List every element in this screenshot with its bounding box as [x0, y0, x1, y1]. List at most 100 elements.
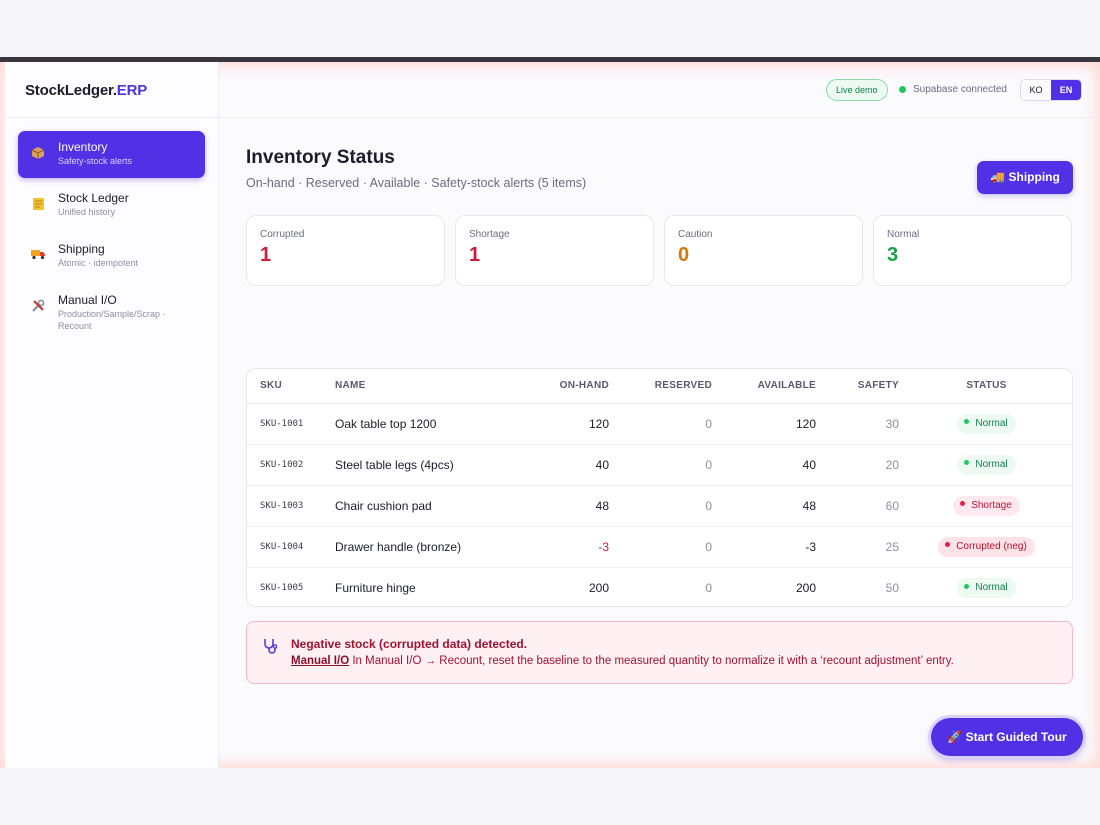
- app-window: StockLedger.ERP Inventory Safety-stock al…: [0, 62, 1100, 768]
- alert-body: Manual I/O In Manual I/O → Recount, rese…: [291, 655, 954, 667]
- sidebar-item-label: Shipping: [58, 242, 105, 256]
- cell-reserved: 0: [609, 403, 712, 445]
- status-badge: Normal: [957, 454, 1016, 475]
- cell-on-hand: -3: [530, 526, 609, 568]
- alert-title: Negative stock (corrupted data) detected…: [291, 637, 528, 651]
- top-header: Live demo Supabase connected KO EN: [219, 62, 1100, 118]
- status-label: Normal: [975, 417, 1008, 429]
- col-name[interactable]: NAME: [335, 369, 530, 404]
- status-badge: Normal: [957, 577, 1016, 598]
- cell-reserved: 0: [609, 526, 712, 568]
- lang-en-button[interactable]: EN: [1051, 80, 1081, 100]
- card-label: Caution: [678, 229, 713, 240]
- sidebar-item-inventory[interactable]: Inventory Safety-stock alerts: [18, 131, 205, 178]
- cell-available: 48: [712, 485, 816, 527]
- summary-cards: Corrupted 1 Shortage 1 Caution 0 Normal 3: [246, 215, 1073, 286]
- sidebar-nav: Inventory Safety-stock alerts Stock Ledge…: [5, 118, 218, 338]
- status-badge: Shortage: [953, 495, 1020, 516]
- brand-suffix: ERP: [116, 82, 148, 99]
- cell-reserved: 0: [609, 485, 712, 527]
- cell-status: Normal: [899, 403, 1072, 445]
- cell-status: Corrupted (neg): [899, 526, 1072, 568]
- truck-icon: 🚚: [990, 170, 1006, 184]
- table-row[interactable]: SKU-1001 Oak table top 1200 120 0 120 30 Norma…: [247, 403, 1072, 445]
- status-dot-icon: [899, 86, 906, 93]
- card-shortage: Shortage 1: [455, 215, 654, 286]
- cell-safety: 50: [885, 580, 899, 595]
- tools-icon: [30, 299, 46, 315]
- cell-on-hand: 40: [530, 444, 609, 486]
- tour-button-label: Start Guided Tour: [965, 730, 1067, 744]
- card-caution: Caution 0: [664, 215, 863, 286]
- col-sku[interactable]: SKU: [247, 369, 335, 404]
- table-row[interactable]: SKU-1002 Steel table legs (4pcs) 40 0 40 20 No…: [247, 444, 1072, 486]
- bottom-backdrop: [0, 768, 1100, 825]
- col-available[interactable]: AVAILABLE: [712, 369, 816, 404]
- cell-name: Oak table top 1200: [335, 403, 530, 445]
- cell-on-hand: 200: [588, 580, 609, 595]
- sidebar: StockLedger.ERP Inventory Safety-stock al…: [5, 62, 219, 768]
- card-value: 1: [260, 244, 272, 266]
- cell-reserved: 0: [609, 444, 712, 486]
- inventory-table: SKU NAME ON-HAND RESERVED AVAILABLE SAFE…: [246, 368, 1073, 607]
- shipping-button[interactable]: 🚚 Shipping: [977, 161, 1073, 194]
- table-header-row: SKU NAME ON-HAND RESERVED AVAILABLE SAFE…: [247, 369, 1072, 404]
- card-value: 0: [678, 244, 690, 266]
- table-row[interactable]: SKU-1004 Drawer handle (bronze) -3 0 -3 25 Cor…: [247, 526, 1072, 568]
- sidebar-item-sub: Production/Sample/Scrap · Recount: [58, 309, 166, 331]
- cell-status: Normal: [899, 444, 1072, 486]
- col-reserved[interactable]: RESERVED: [609, 369, 712, 404]
- sidebar-item-manual-io[interactable]: Manual I/O Production/Sample/Scrap · Reco…: [18, 284, 205, 338]
- cell-available: 200: [795, 580, 816, 595]
- sidebar-item-sub: Unified history: [58, 207, 116, 217]
- language-toggle: KO EN: [1020, 79, 1082, 101]
- truck-icon: [30, 248, 46, 264]
- card-label: Corrupted: [260, 229, 305, 240]
- status-badge: Corrupted (neg): [938, 536, 1035, 557]
- negative-stock-alert: Negative stock (corrupted data) detected…: [246, 621, 1073, 684]
- status-label: Shortage: [971, 499, 1012, 511]
- package-icon: [30, 146, 46, 162]
- sidebar-item-sub: Atomic · idempotent: [58, 258, 139, 268]
- sidebar-item-shipping[interactable]: Shipping Atomic · idempotent: [18, 233, 205, 280]
- card-label: Normal: [887, 229, 920, 240]
- cell-on-hand: 120: [530, 403, 609, 445]
- stethoscope-icon: [262, 637, 280, 655]
- col-safety[interactable]: SAFETY: [816, 369, 899, 404]
- status-badge: Normal: [957, 413, 1016, 434]
- table-row[interactable]: SKU-1003 Chair cushion pad 48 0 48 60 Shortage: [247, 485, 1072, 527]
- cell-safety: 20: [816, 444, 899, 486]
- cell-on-hand: 48: [530, 485, 609, 527]
- ledger-icon: [30, 197, 46, 213]
- card-corrupted: Corrupted 1: [246, 215, 445, 286]
- shipping-button-label: Shipping: [1008, 170, 1060, 184]
- card-value: 1: [469, 244, 481, 266]
- status-label: Normal: [975, 458, 1008, 470]
- cell-sku: SKU-1003: [247, 485, 335, 527]
- connection-label: Supabase connected: [913, 84, 1007, 95]
- cell-name: Steel table legs (4pcs): [335, 444, 530, 486]
- brand-logo[interactable]: StockLedger.ERP: [5, 62, 218, 118]
- sidebar-item-stock-ledger[interactable]: Stock Ledger Unified history: [18, 182, 205, 229]
- manual-io-link[interactable]: Manual I/O: [291, 655, 350, 667]
- cell-sku: SKU-1002: [247, 444, 335, 486]
- cell-available: -3: [712, 526, 816, 568]
- lang-ko-button[interactable]: KO: [1029, 85, 1043, 95]
- sidebar-item-label: Manual I/O: [58, 293, 117, 307]
- rocket-icon: 🚀: [947, 730, 963, 744]
- sidebar-item-label: Stock Ledger: [58, 191, 129, 205]
- cell-name: Furniture hinge: [335, 580, 416, 595]
- table-row[interactable]: SKU-1005 Furniture hinge 200 0 200 50 Normal: [247, 567, 1072, 606]
- card-normal: Normal 3: [873, 215, 1072, 286]
- cell-available: 120: [712, 403, 816, 445]
- top-backdrop: [0, 0, 1100, 57]
- alert-message: In Manual I/O → Recount, reset the basel…: [349, 655, 954, 667]
- col-status[interactable]: STATUS: [899, 369, 1072, 404]
- status-label: Normal: [975, 581, 1008, 593]
- cell-reserved: 0: [705, 580, 712, 595]
- status-dot-icon: [964, 419, 970, 425]
- status-dot-icon: [964, 583, 970, 589]
- start-guided-tour-button[interactable]: 🚀 Start Guided Tour: [931, 718, 1083, 756]
- col-on-hand[interactable]: ON-HAND: [530, 369, 609, 404]
- status-dot-icon: [945, 542, 951, 548]
